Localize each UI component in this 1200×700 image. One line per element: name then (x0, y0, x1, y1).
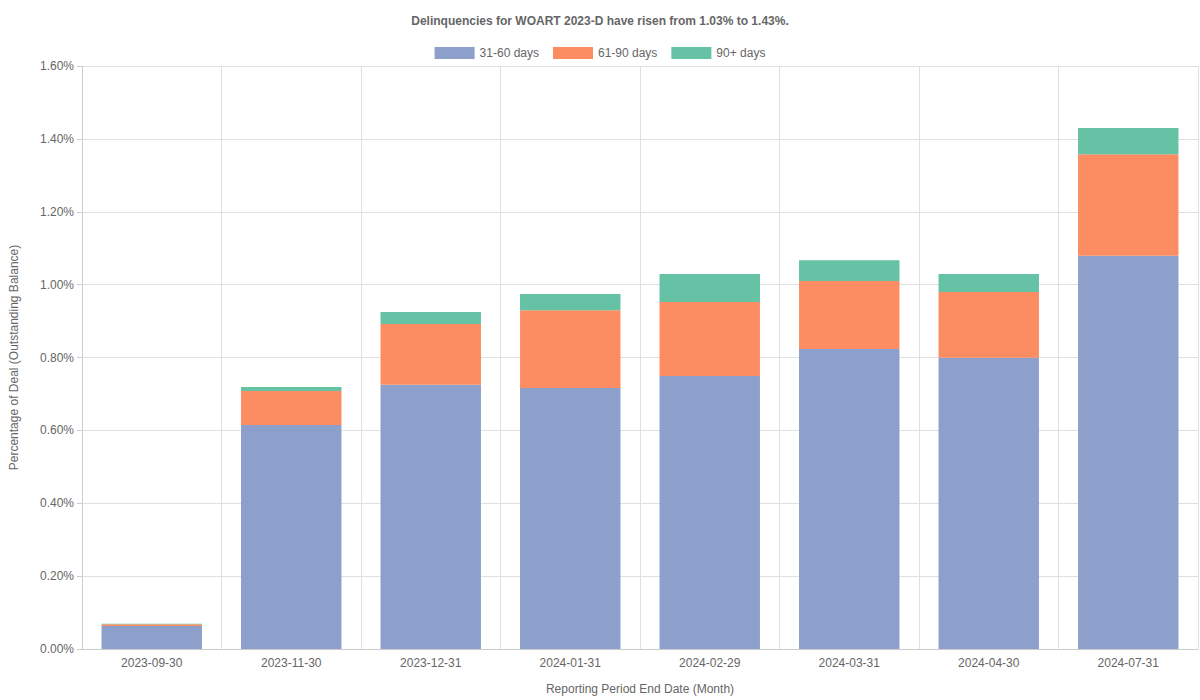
svg-text:1.60%: 1.60% (40, 59, 74, 73)
svg-text:0.60%: 0.60% (40, 423, 74, 437)
svg-text:2023-12-31: 2023-12-31 (400, 656, 462, 670)
svg-text:0.00%: 0.00% (40, 642, 74, 656)
svg-text:31-60 days: 31-60 days (480, 46, 539, 60)
svg-text:2024-07-31: 2024-07-31 (1098, 656, 1160, 670)
svg-text:2023-09-30: 2023-09-30 (121, 656, 183, 670)
svg-text:0.20%: 0.20% (40, 569, 74, 583)
svg-text:2024-02-29: 2024-02-29 (679, 656, 741, 670)
svg-text:2023-11-30: 2023-11-30 (261, 656, 322, 670)
svg-text:2024-04-30: 2024-04-30 (958, 656, 1020, 670)
svg-text:Percentage of Deal (Outstandin: Percentage of Deal (Outstanding Balance) (7, 245, 21, 470)
svg-text:0.40%: 0.40% (40, 496, 74, 510)
svg-text:Reporting Period End Date (Mon: Reporting Period End Date (Month) (546, 682, 734, 696)
svg-text:61-90 days: 61-90 days (598, 46, 657, 60)
svg-text:2024-01-31: 2024-01-31 (540, 656, 602, 670)
svg-text:2024-03-31: 2024-03-31 (819, 656, 881, 670)
svg-text:1.00%: 1.00% (40, 278, 74, 292)
svg-text:1.20%: 1.20% (40, 205, 74, 219)
svg-text:1.40%: 1.40% (40, 132, 74, 146)
svg-text:Delinquencies for WOART 2023-D: Delinquencies for WOART 2023-D have rise… (411, 14, 788, 28)
svg-text:90+ days: 90+ days (716, 46, 765, 60)
svg-text:0.80%: 0.80% (40, 351, 74, 365)
